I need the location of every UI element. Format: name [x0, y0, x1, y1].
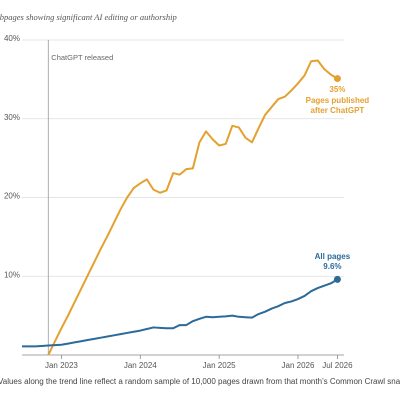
value-label: 9.6% [323, 262, 342, 272]
y-tick-label: 30% [4, 113, 20, 122]
legend-label: All pages [314, 252, 351, 262]
x-tick-label: Jan 2025 [203, 361, 236, 370]
x-tick-label: Jan 2024 [124, 361, 157, 370]
x-tick-label: Jan 2023 [45, 361, 78, 370]
value-label: 35% [329, 84, 346, 94]
y-tick-label: 20% [4, 192, 20, 201]
end-point [333, 75, 341, 83]
end-point [333, 275, 341, 283]
x-tick-label: Jan 2026 [282, 361, 315, 370]
chart-subtitle: ebpages showing significant AI editing o… [0, 12, 177, 22]
series-line [22, 278, 338, 348]
series-line [47, 59, 338, 356]
annotation: ChatGPT released [51, 53, 113, 62]
x-tick-label: Jul 2026 [322, 361, 353, 370]
y-tick-label: 10% [4, 270, 20, 279]
y-tick-label: 40% [4, 34, 20, 43]
legend-label: Pages published after ChatGPT [305, 95, 370, 115]
footnote: Values along the trend line reflect a ra… [0, 377, 400, 386]
